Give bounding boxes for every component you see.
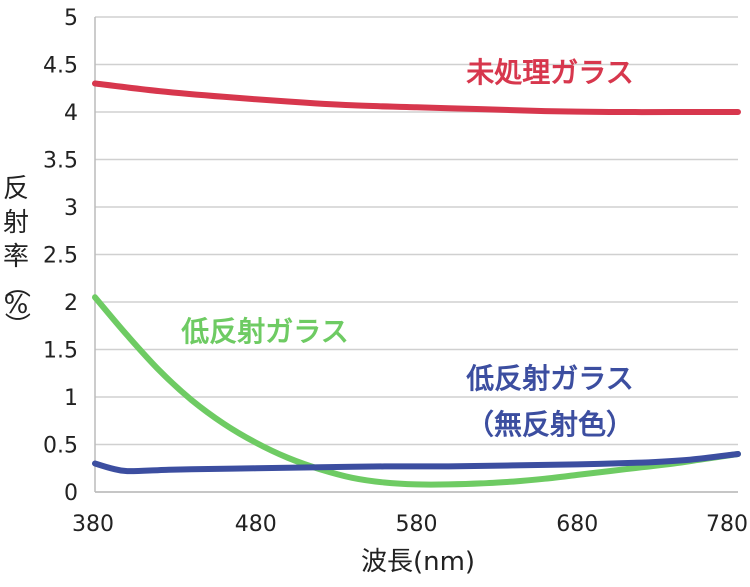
y-tick-label: 3.5 <box>43 149 78 174</box>
series-line-1 <box>92 294 741 488</box>
x-tick-label: 380 <box>72 512 114 537</box>
y-tick-label: 4.5 <box>43 54 78 79</box>
series-annotation-0: 未処理ガラス <box>466 56 633 89</box>
x-axis-label: 波長(nm) <box>361 547 475 577</box>
x-tick-label: 480 <box>235 512 277 537</box>
x-tick-label: 680 <box>556 512 598 537</box>
series-line-0 <box>92 80 741 116</box>
y-tick-label: 2 <box>64 291 78 316</box>
series-line-2 <box>92 451 741 475</box>
series-lines <box>92 80 741 488</box>
y-tick-label: 5 <box>64 6 78 31</box>
y-axis-label-char: % <box>4 290 29 320</box>
y-tick-label: 2.5 <box>43 244 78 269</box>
y-axis-label-char: 率 <box>3 242 29 272</box>
series-annotation-1: 低反射ガラス <box>180 315 348 348</box>
grid-lines <box>95 16 738 493</box>
axes <box>94 17 738 493</box>
y-tick-label: 0.5 <box>43 434 78 459</box>
x-tick-label: 580 <box>396 512 438 537</box>
y-axis-label-char: 反 <box>3 174 29 204</box>
x-tick-labels: 380 480 580 680 780 <box>72 512 748 537</box>
y-axis-label-char: （ <box>1 272 31 298</box>
y-tick-labels: 0 0.5 1 1.5 2 2.5 3 3.5 4 4.5 5 <box>43 6 78 506</box>
x-tick-label: 780 <box>706 512 748 537</box>
series-annotation-3: （無反射色） <box>466 408 634 441</box>
y-tick-label: 4 <box>64 101 78 126</box>
series-annotation-2: 低反射ガラス <box>465 362 633 395</box>
y-tick-label: 1 <box>64 386 78 411</box>
y-axis-label-char: 射 <box>3 208 29 238</box>
y-tick-label: 0 <box>64 481 78 506</box>
y-tick-label: 3 <box>64 196 78 221</box>
y-tick-label: 1.5 <box>43 339 78 364</box>
y-axis-label-char: ） <box>1 312 31 338</box>
y-axis-label: 反射率（%） <box>1 174 31 338</box>
